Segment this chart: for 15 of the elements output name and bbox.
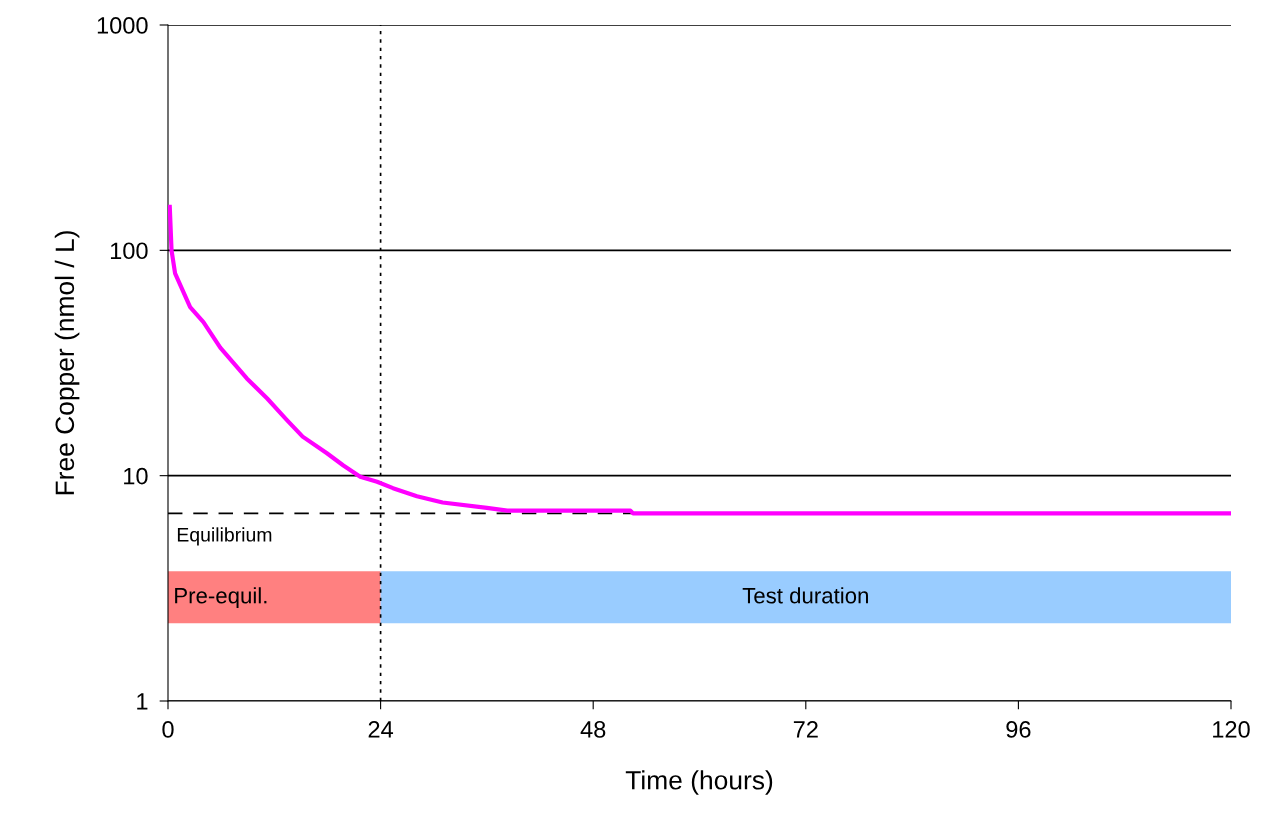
- x-tick-label: 72: [793, 721, 818, 738]
- x-tick-label: 24: [368, 721, 394, 738]
- y-tick-label: 10: [124, 467, 148, 485]
- x-tick-label: 48: [580, 721, 606, 738]
- x-tick-label: 0: [162, 721, 174, 738]
- y-tick-label: 100: [110, 242, 148, 260]
- x-tick-label: 120: [1213, 721, 1250, 738]
- y-axis-title: Free Copper (nmol / L): [54, 231, 80, 495]
- ref-line-label: Equilibrium: [177, 527, 272, 546]
- band-label: Pre-equil.: [175, 587, 267, 608]
- x-axis-title: Time (hours): [625, 770, 773, 795]
- x-tick-label: 96: [1006, 721, 1031, 738]
- band-label: Test duration: [742, 587, 868, 604]
- y-tick-label: 1000: [97, 17, 148, 34]
- y-tick-label: 1: [137, 693, 148, 710]
